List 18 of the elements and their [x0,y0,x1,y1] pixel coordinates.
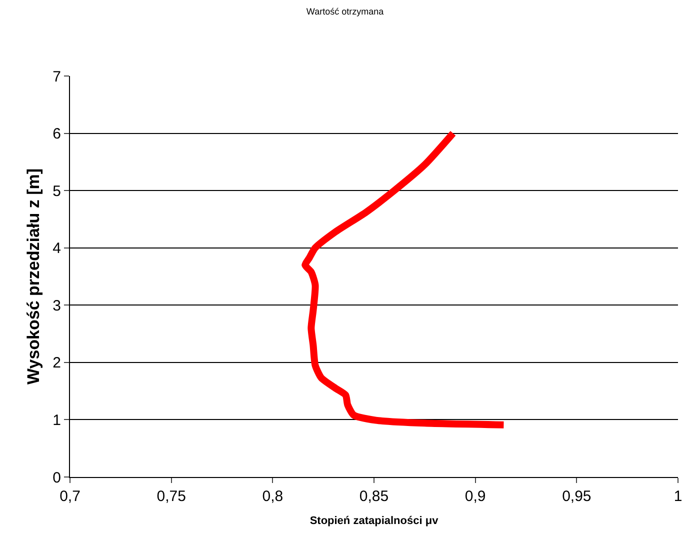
y-tick-label: 2 [52,354,61,372]
y-tick-label: 1 [52,412,61,429]
x-tick-label: 0,8 [262,488,284,505]
x-axis-title: Stopień zatapialności μv [310,515,440,528]
y-tick-label: 5 [52,182,61,200]
y-tick-label: 0 [52,469,61,486]
chart-title: Wartość otrzymana [306,6,384,16]
y-tick-label: 7 [52,68,61,86]
x-tick-label: 0,85 [359,488,389,505]
y-tick-label: 3 [52,297,61,314]
x-tick-label: 0,9 [464,488,486,505]
y-axis-title: Wysokość przedziału z [m] [24,168,44,385]
y-tick-label: 4 [52,240,61,258]
x-tick-label: 0,7 [60,488,80,505]
x-tick-label: 0,75 [156,488,186,505]
x-tick-label: 1 [674,488,682,505]
y-tick-label: 6 [52,126,61,143]
x-tick-label: 0,95 [562,488,592,505]
